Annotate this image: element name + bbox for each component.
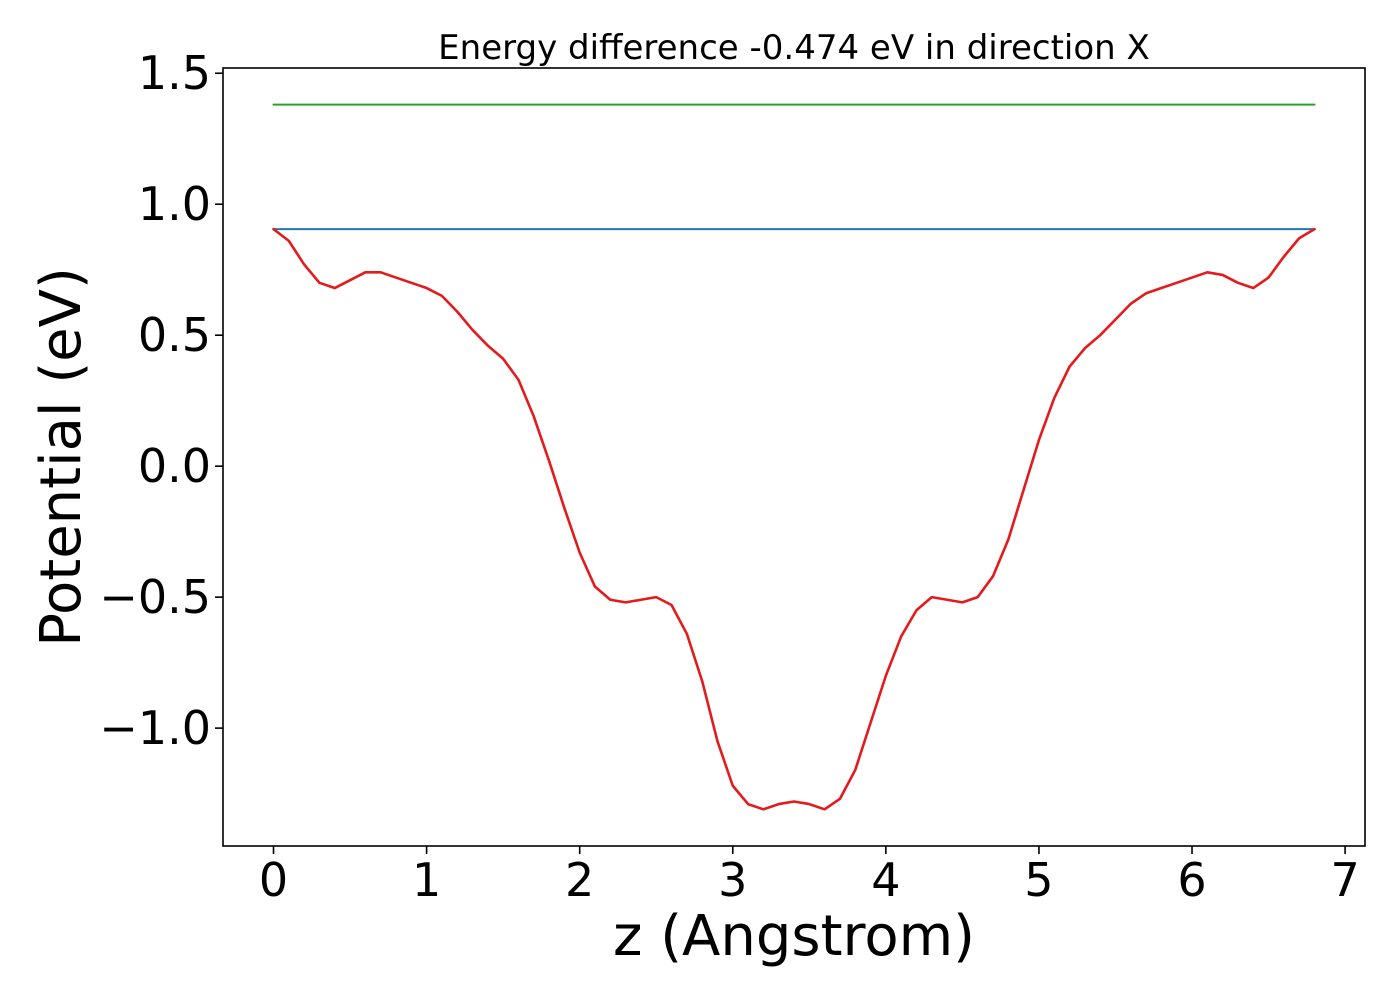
x-tick-label: 2: [565, 853, 594, 907]
y-tick-label: 1.0: [138, 177, 211, 231]
x-tick-label: 4: [871, 853, 900, 907]
x-axis-ticks: 0 1 2 3 4 5 6 7: [259, 846, 1360, 907]
y-tick-label: −1.0: [99, 701, 211, 755]
chart-title: Energy difference -0.474 eV in direction…: [438, 28, 1150, 68]
x-tick-label: 0: [259, 853, 288, 907]
plot-area-frame: [222, 67, 1366, 847]
y-tick-label: −0.5: [99, 570, 211, 624]
x-axis-label: z (Angstrom): [613, 904, 975, 969]
x-tick-label: 5: [1024, 853, 1053, 907]
y-axis-ticks: −1.0 −0.5 0.0 0.5 1.0 1.5: [99, 46, 223, 755]
y-tick-label: 1.5: [138, 46, 211, 100]
x-tick-label: 1: [412, 853, 441, 907]
series-layer: [272, 103, 1316, 811]
x-tick-label: 6: [1177, 853, 1206, 907]
x-tick-label: 3: [718, 853, 747, 907]
y-tick-label: 0.0: [138, 439, 211, 493]
series-line-3: [272, 227, 1316, 811]
x-tick-label: 7: [1330, 853, 1359, 907]
y-axis-label: Potential (eV): [29, 267, 94, 647]
y-tick-label: 0.5: [138, 308, 211, 362]
